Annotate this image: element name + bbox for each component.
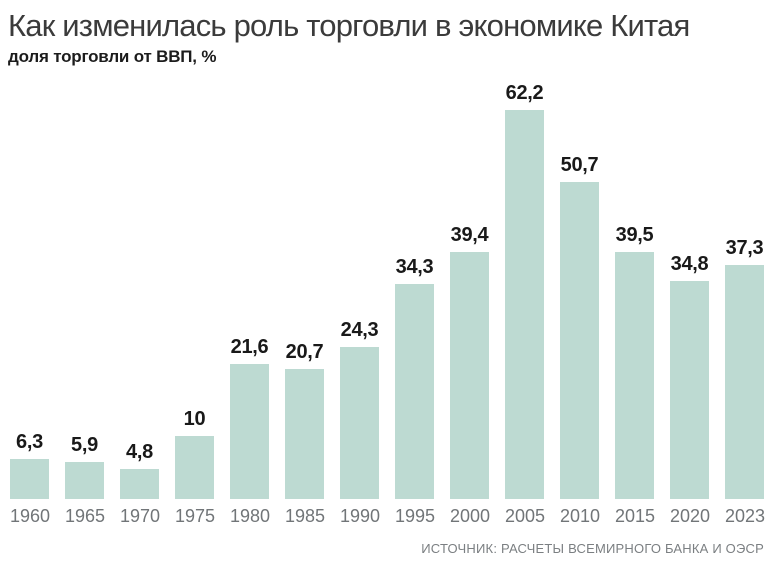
bar-column: 39,4	[450, 75, 489, 499]
bar-value-label: 24,3	[340, 318, 379, 341]
x-axis: 1960 1965 1970 1975 1980 1985 1990 1995 2000 2005…	[0, 506, 774, 527]
bar-value-label: 50,7	[560, 153, 599, 176]
bar-value-label: 37,3	[725, 237, 764, 260]
bar	[340, 346, 379, 499]
x-axis-tick-label: 2005	[505, 505, 546, 526]
source-note: ИСТОЧНИК: РАСЧЕТЫ ВСЕМИРНОГО БАНКА И ОЭС…	[421, 540, 764, 556]
bar	[65, 461, 104, 499]
bar-value-label: 10	[183, 408, 206, 431]
bar-value-label: 39,5	[615, 223, 654, 246]
bar-column: 50,7	[560, 75, 599, 499]
x-axis-tick-label: 2020	[670, 505, 711, 526]
bar	[450, 252, 489, 499]
bar	[120, 468, 159, 499]
bar-column: 34,3	[395, 75, 434, 499]
bar-chart: 6,3 5,9 4,8 10 21,6 20,7 24,3 34,3 39,4 62,2 50,7 3…	[0, 75, 774, 527]
bar-value-label: 34,8	[670, 253, 709, 276]
bar-value-label: 62,2	[505, 81, 544, 104]
bar-column: 6,3	[10, 75, 49, 499]
x-axis-tick-label: 2023	[725, 505, 766, 526]
x-axis-tick-label: 1980	[230, 505, 271, 526]
x-axis-tick-label: 1965	[65, 505, 106, 526]
bar	[670, 281, 709, 499]
x-axis-tick-label: 1995	[395, 505, 436, 526]
bar-column: 5,9	[65, 75, 104, 499]
bar-column: 62,2	[505, 75, 544, 499]
x-axis-tick-label: 2000	[450, 505, 491, 526]
bar	[10, 459, 49, 499]
bar	[395, 284, 434, 499]
bar-value-label: 4,8	[126, 440, 153, 463]
bar-column: 39,5	[615, 75, 654, 499]
bar	[285, 369, 324, 499]
chart-footer: ИСТОЧНИК: РАСЧЕТЫ ВСЕМИРНОГО БАНКА И ОЭС…	[0, 540, 774, 558]
bar-column: 37,3	[725, 75, 764, 499]
bar-value-label: 20,7	[285, 341, 324, 364]
x-axis-tick-label: 1975	[175, 505, 216, 526]
chart-header: Как изменилась роль торговли в экономике…	[0, 8, 774, 67]
bar-value-label: 5,9	[71, 433, 98, 456]
bar-column: 20,7	[285, 75, 324, 499]
bar-value-label: 6,3	[16, 431, 43, 454]
x-axis-tick-label: 2015	[615, 505, 656, 526]
x-axis-tick-label: 1985	[285, 505, 326, 526]
bar-column: 34,8	[670, 75, 709, 499]
bar-value-label: 39,4	[450, 224, 489, 247]
bar	[725, 265, 764, 499]
bar	[505, 109, 544, 499]
bar	[230, 363, 269, 499]
x-axis-tick-label: 2010	[560, 505, 601, 526]
bar	[175, 436, 214, 499]
bar-column: 21,6	[230, 75, 269, 499]
bar-column: 24,3	[340, 75, 379, 499]
bar-value-label: 21,6	[230, 335, 269, 358]
bar	[615, 251, 654, 499]
x-axis-tick-label: 1990	[340, 505, 381, 526]
bar-value-label: 34,3	[395, 256, 434, 279]
chart-subtitle: доля торговли от ВВП, %	[8, 46, 217, 66]
bar-column: 4,8	[120, 75, 159, 499]
chart-title: Как изменилась роль торговли в экономике…	[8, 8, 690, 43]
x-axis-tick-label: 1960	[10, 505, 51, 526]
x-axis-tick-label: 1970	[120, 505, 161, 526]
bar-column: 10	[175, 75, 214, 499]
bar	[560, 181, 599, 499]
bars-row: 6,3 5,9 4,8 10 21,6 20,7 24,3 34,3 39,4 62,2 50,7 3…	[0, 75, 774, 499]
